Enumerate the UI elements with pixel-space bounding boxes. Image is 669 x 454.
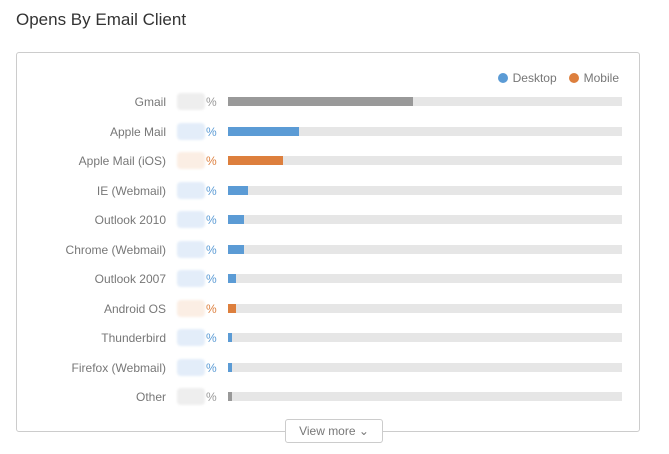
- bar: [228, 156, 284, 165]
- bar-track: [228, 97, 622, 106]
- bar-row: Apple Mail (iOS) %: [17, 151, 639, 171]
- bar-track: [228, 156, 622, 165]
- bar: [228, 333, 232, 342]
- value-label: %: [206, 360, 217, 375]
- value-label: %: [206, 213, 217, 227]
- legend-mobile: Mobile: [568, 71, 619, 85]
- value-label: %: [206, 301, 217, 316]
- value-blur: [177, 122, 205, 140]
- value-blur: [177, 152, 205, 169]
- value-blur: [177, 388, 205, 405]
- value-blur: [177, 240, 205, 258]
- category-label: Android OS: [103, 301, 166, 316]
- category-label: Thunderbird: [101, 331, 166, 345]
- bar: [228, 97, 414, 106]
- category-label: Outlook 2010: [94, 213, 166, 227]
- bar: [228, 244, 244, 254]
- bar: [228, 362, 232, 372]
- bar-row: Other %: [17, 387, 639, 407]
- legend-desktop: Desktop: [497, 71, 557, 85]
- mobile-dot-icon: [568, 73, 579, 83]
- chevron-down-icon: ⌄: [358, 424, 369, 438]
- value-blur: [177, 329, 205, 346]
- category-label: IE (Webmail): [96, 183, 166, 198]
- bar-track: [228, 362, 622, 372]
- category-label: Firefox (Webmail): [71, 360, 166, 375]
- bar-track: [228, 244, 622, 254]
- bar-row: Thunderbird %: [17, 328, 639, 348]
- bar-row: Chrome (Webmail) %: [17, 240, 639, 260]
- bar: [228, 126, 299, 136]
- bar: [228, 303, 236, 313]
- value-label: %: [206, 154, 217, 168]
- bar: [228, 215, 244, 224]
- bar-track: [228, 185, 622, 195]
- value-label: %: [206, 242, 217, 257]
- value-blur: [177, 358, 205, 376]
- category-label: Chrome (Webmail): [65, 242, 166, 257]
- category-label: Other: [135, 390, 166, 404]
- bar-row: Gmail %: [17, 92, 639, 112]
- value-blur: [177, 181, 205, 199]
- bar-row: Apple Mail %: [17, 122, 639, 142]
- desktop-dot-icon: [497, 73, 508, 83]
- value-blur: [177, 93, 205, 110]
- category-label: Gmail: [134, 95, 166, 109]
- value-label: %: [206, 124, 217, 139]
- value-blur: [177, 211, 205, 228]
- bar-track: [228, 392, 622, 401]
- bar-track: [228, 126, 622, 136]
- page-title: Opens By Email Client: [16, 10, 187, 29]
- bar-row: Outlook 2010 %: [17, 210, 639, 230]
- value-label: %: [206, 272, 217, 286]
- bar-track: [228, 333, 622, 342]
- value-label: %: [206, 331, 217, 345]
- category-label: Apple Mail: [109, 124, 166, 139]
- bar-row: Firefox (Webmail) %: [17, 358, 639, 378]
- bar-track: [228, 274, 622, 283]
- category-label: Outlook 2007: [94, 272, 166, 286]
- email-client-chart: Desktop Mobile Gmail % Apple Mail % Appl…: [16, 52, 640, 432]
- bar-row: Outlook 2007 %: [17, 269, 639, 289]
- value-label: %: [206, 390, 217, 404]
- bar: [228, 392, 232, 401]
- value-blur: [177, 270, 205, 287]
- category-label: Apple Mail (iOS): [78, 154, 166, 168]
- bar-track: [228, 303, 622, 313]
- bar: [228, 185, 248, 195]
- legend: Desktop Mobile: [497, 71, 619, 85]
- value-label: %: [206, 183, 217, 198]
- value-label: %: [206, 95, 217, 109]
- view-more-button[interactable]: View more ⌄: [285, 419, 383, 443]
- bar-track: [228, 215, 622, 224]
- bar: [228, 274, 236, 283]
- value-blur: [177, 299, 205, 317]
- bar-row: Android OS %: [17, 299, 639, 319]
- bar-row: IE (Webmail) %: [17, 181, 639, 201]
